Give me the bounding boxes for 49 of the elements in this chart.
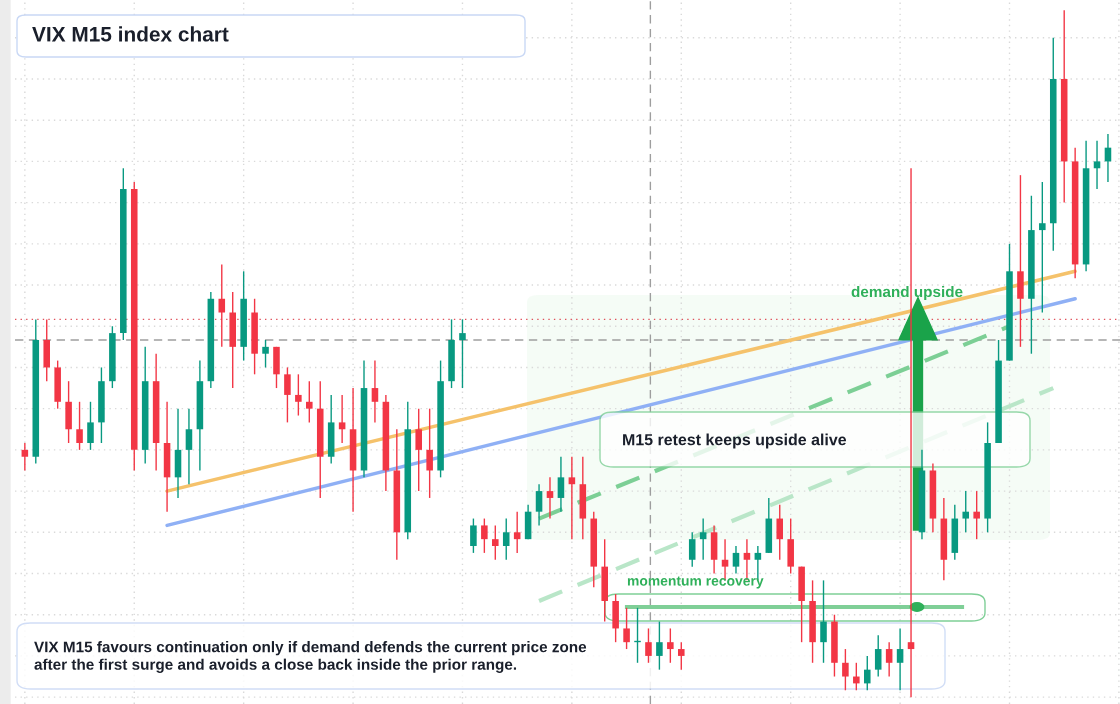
candlestick <box>842 648 849 691</box>
candlestick <box>535 483 543 527</box>
annotation: VIX M15 favours continuation only if demand defends the current price zone after the first surge and avoids a close back inside the prior range. <box>34 641 587 673</box>
candlestick <box>820 579 827 664</box>
candlestick <box>502 517 510 561</box>
candlestick <box>557 456 565 513</box>
candlestick <box>481 517 488 554</box>
candlestick <box>371 359 379 424</box>
candlestick <box>21 442 29 472</box>
candlestick <box>699 517 707 561</box>
candlestick <box>885 641 893 678</box>
candlestick <box>656 620 663 671</box>
candlestick <box>470 517 477 554</box>
text: VIX M15 index chart <box>32 26 229 42</box>
candlestick <box>1039 181 1046 314</box>
candlestick <box>907 167 915 698</box>
candlestick <box>623 607 630 650</box>
candlestick <box>1093 140 1101 190</box>
candlestick <box>546 476 554 520</box>
candlestick <box>338 394 346 444</box>
candlestick <box>645 627 652 664</box>
candlestick <box>863 655 871 691</box>
candlestick <box>667 627 674 664</box>
candlestick <box>426 407 433 499</box>
candlestick <box>874 634 882 678</box>
annotation: demand upside <box>851 285 963 301</box>
candlestick <box>568 456 576 540</box>
candlestick <box>896 627 904 691</box>
annotation: M15 retest keeps upside alive <box>623 433 847 449</box>
candlestick <box>218 263 226 348</box>
candlestick <box>185 407 193 485</box>
candlestick <box>76 401 83 451</box>
candlestick <box>295 373 302 417</box>
candlestick <box>732 545 740 575</box>
candlestick <box>853 662 860 691</box>
candlestick <box>87 401 94 451</box>
candlestick <box>973 490 980 540</box>
candlestick <box>678 641 685 671</box>
candlestick <box>776 504 784 561</box>
candlestick <box>306 380 313 424</box>
candlestick <box>688 531 696 568</box>
candlestick <box>415 407 422 492</box>
candlestick <box>459 318 466 389</box>
candlestick <box>962 490 970 533</box>
candlestick <box>262 339 269 369</box>
candlestick <box>284 366 291 424</box>
candlestick <box>513 510 521 554</box>
annotation: momentum recovery <box>627 576 764 589</box>
candlestick <box>492 524 499 561</box>
